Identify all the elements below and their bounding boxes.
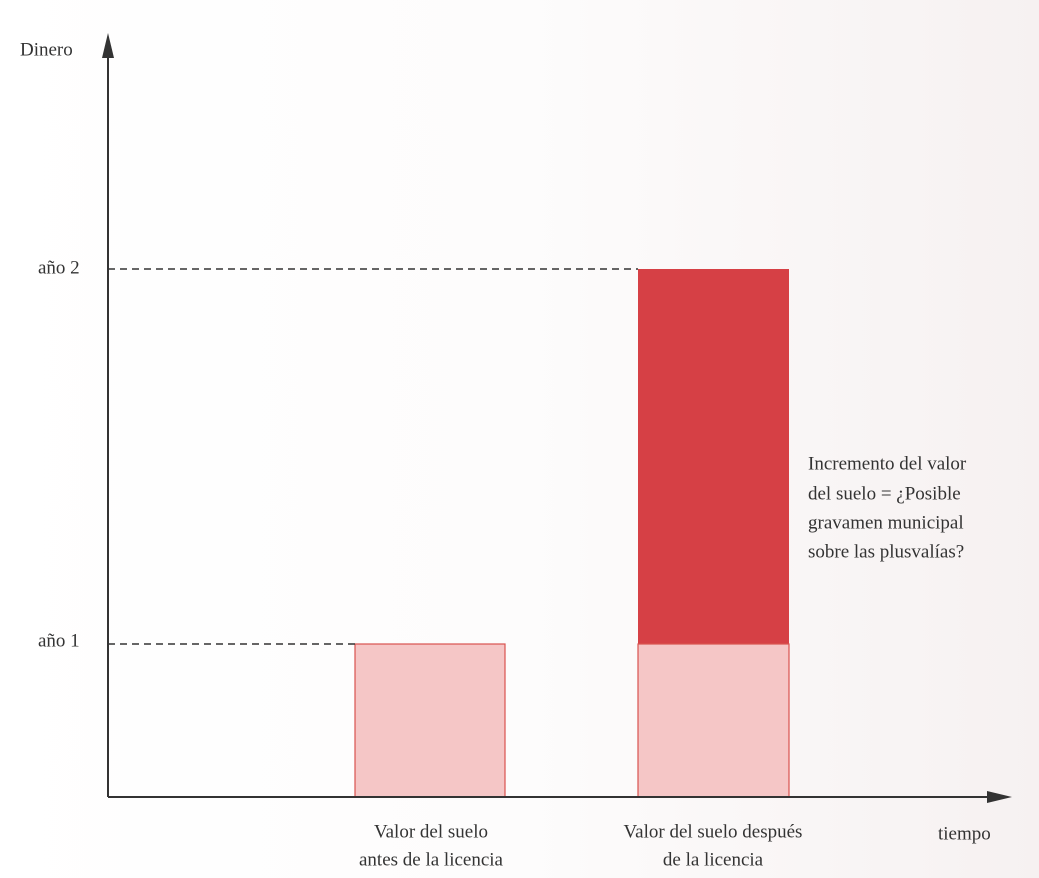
annotation: sobre las plusvalías?: [808, 541, 964, 562]
bar-label: Valor del suelo después: [624, 821, 803, 842]
bar-increment: [638, 269, 789, 644]
annotation: Incremento del valor: [808, 453, 967, 474]
x-arrow: [987, 791, 1012, 803]
bar-label: Valor del suelo: [374, 821, 488, 842]
x-label: tiempo: [938, 823, 991, 844]
level-label: año 2: [38, 257, 80, 278]
bar-label: antes de la licencia: [359, 849, 504, 870]
level-label: año 1: [38, 630, 80, 651]
bar-label: de la licencia: [663, 849, 764, 870]
y-label: Dinero: [20, 39, 73, 60]
bar-after-base: [637, 643, 790, 798]
bar-before: [354, 643, 506, 798]
annotation: del suelo = ¿Posible: [808, 483, 961, 504]
y-arrow: [102, 33, 114, 58]
annotation: gravamen municipal: [808, 512, 964, 533]
